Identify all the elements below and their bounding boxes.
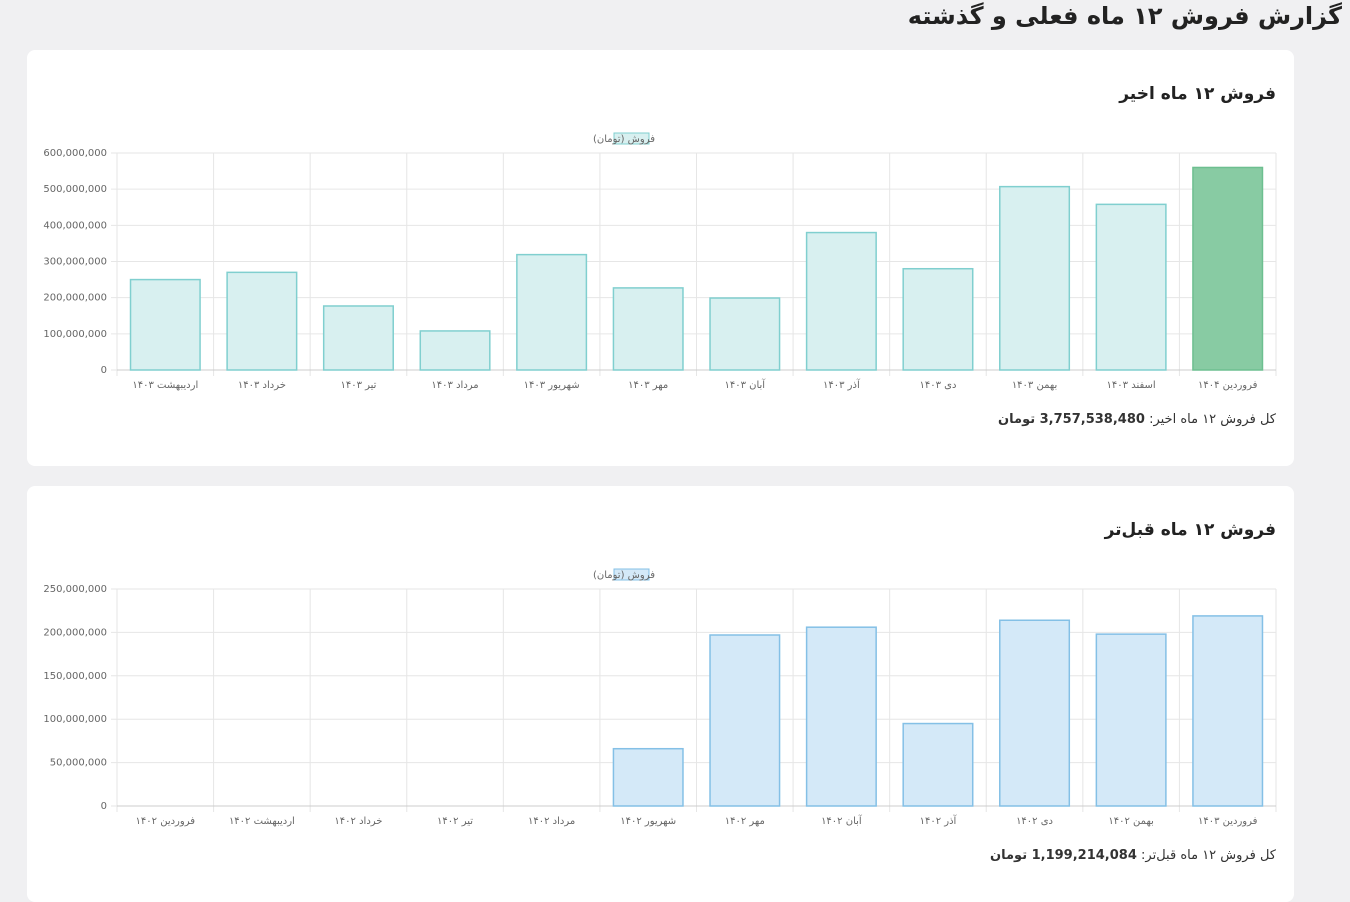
- chart: 0 50,000,000 100,000,000 150,000,000 200,000…: [43, 568, 1277, 827]
- x-tick-label: اسفند ۱۴۰۳: [1107, 380, 1156, 391]
- bar: [999, 619, 1071, 807]
- x-tick-label: مهر ۱۴۰۳: [628, 380, 668, 391]
- page-body: گزارش فروش ۱۲ ماه فعلی و گذشته فروش ۱۲ م…: [27, 2, 1342, 902]
- total-value: 3,757,538,480 تومان: [998, 412, 1145, 427]
- bar: [902, 722, 974, 807]
- y-tick-label: 50,000,000: [50, 758, 107, 769]
- bar: [516, 253, 588, 371]
- bar: [805, 231, 877, 371]
- x-tick-label: مهر ۱۴۰۲: [725, 816, 765, 827]
- x-tick-label: تیر ۱۴۰۲: [437, 816, 473, 827]
- x-tick-label: مرداد ۱۴۰۳: [431, 380, 478, 391]
- y-tick-label: 100,000,000: [43, 329, 107, 340]
- bar: [709, 297, 781, 371]
- chart-card: فروش ۱۲ ماه اخیر 0 100,000,000 200,000,000 3…: [27, 50, 1294, 466]
- x-tick-label: شهریور ۱۴۰۲: [620, 816, 676, 827]
- x-tick-label: تیر ۱۴۰۳: [340, 380, 376, 391]
- x-tick-label: اردیبهشت ۱۴۰۲: [229, 816, 295, 827]
- bar: [709, 634, 781, 807]
- total-line: کل فروش ۱۲ ماه اخیر: 3,757,538,480 تومان: [998, 412, 1276, 427]
- total-line: کل فروش ۱۲ ماه قبل‌تر: 1,199,214,084 توم…: [990, 848, 1276, 863]
- y-tick-label: 500,000,000: [43, 184, 107, 195]
- y-tick-label: 300,000,000: [43, 257, 107, 268]
- bar: [612, 747, 684, 807]
- y-tick-label: 0: [101, 801, 107, 812]
- x-tick-label: مرداد ۱۴۰۲: [528, 816, 575, 827]
- y-tick-label: 400,000,000: [43, 220, 107, 231]
- x-tick-label: فروردین ۱۴۰۲: [136, 816, 196, 827]
- bar: [1192, 166, 1264, 371]
- x-tick-label: دی ۱۴۰۲: [1016, 816, 1053, 827]
- y-tick-label: 100,000,000: [43, 714, 107, 725]
- x-tick-label: آذر ۱۴۰۳: [823, 378, 861, 391]
- x-tick-label: خرداد ۱۴۰۳: [238, 380, 286, 391]
- x-tick-label: خرداد ۱۴۰۲: [334, 816, 382, 827]
- x-tick-label: آبان ۱۴۰۳: [724, 378, 766, 391]
- x-tick-label: شهریور ۱۴۰۳: [524, 380, 580, 391]
- page: {"header": {"title": "گزارش فروش ۱۲ ماه …: [27, 2, 1342, 902]
- bar: [612, 287, 684, 371]
- x-tick-label: آذر ۱۴۰۲: [920, 814, 958, 827]
- total-label: کل فروش ۱۲ ماه قبل‌تر:: [1141, 848, 1276, 863]
- legend-swatch: [613, 132, 650, 145]
- y-tick-label: 150,000,000: [43, 671, 107, 682]
- y-tick-label: 600,000,000: [43, 148, 107, 159]
- bar: [226, 271, 298, 371]
- legend-label: فروش (تومان): [593, 134, 655, 145]
- bar: [1095, 203, 1167, 371]
- bar: [419, 330, 491, 371]
- x-tick-label: آبان ۱۴۰۲: [821, 814, 863, 827]
- chart-title: فروش ۱۲ ماه اخیر: [1119, 84, 1276, 104]
- x-tick-label: بهمن ۱۴۰۲: [1108, 816, 1153, 827]
- bar: [322, 305, 394, 371]
- y-tick-label: 200,000,000: [43, 293, 107, 304]
- bar: [805, 626, 877, 807]
- x-tick-label: فروردین ۱۴۰۳: [1198, 816, 1258, 827]
- y-tick-label: 0: [101, 365, 107, 376]
- bar: [1192, 615, 1264, 807]
- bar: [1095, 633, 1167, 807]
- bar: [902, 267, 974, 371]
- x-tick-label: فروردین ۱۴۰۴: [1198, 380, 1258, 391]
- legend-swatch: [613, 568, 650, 581]
- page-title: گزارش فروش ۱۲ ماه فعلی و گذشته: [907, 2, 1342, 30]
- chart-title: فروش ۱۲ ماه قبل‌تر: [1104, 520, 1276, 540]
- chart: 0 100,000,000 200,000,000 300,000,000 400,00…: [43, 132, 1277, 391]
- x-tick-label: بهمن ۱۴۰۳: [1012, 380, 1057, 391]
- chart-card: فروش ۱۲ ماه قبل‌تر 0 50,000,000 100,000,000…: [27, 486, 1294, 902]
- total-label: کل فروش ۱۲ ماه اخیر:: [1149, 412, 1276, 427]
- x-tick-label: دی ۱۴۰۳: [919, 380, 956, 391]
- total-value: 1,199,214,084 تومان: [990, 848, 1137, 863]
- y-tick-label: 200,000,000: [43, 627, 107, 638]
- y-tick-label: 250,000,000: [43, 584, 107, 595]
- x-tick-label: اردیبهشت ۱۴۰۳: [132, 380, 198, 391]
- bar: [129, 278, 201, 371]
- legend-label: فروش (تومان): [593, 570, 655, 581]
- bar: [999, 185, 1071, 371]
